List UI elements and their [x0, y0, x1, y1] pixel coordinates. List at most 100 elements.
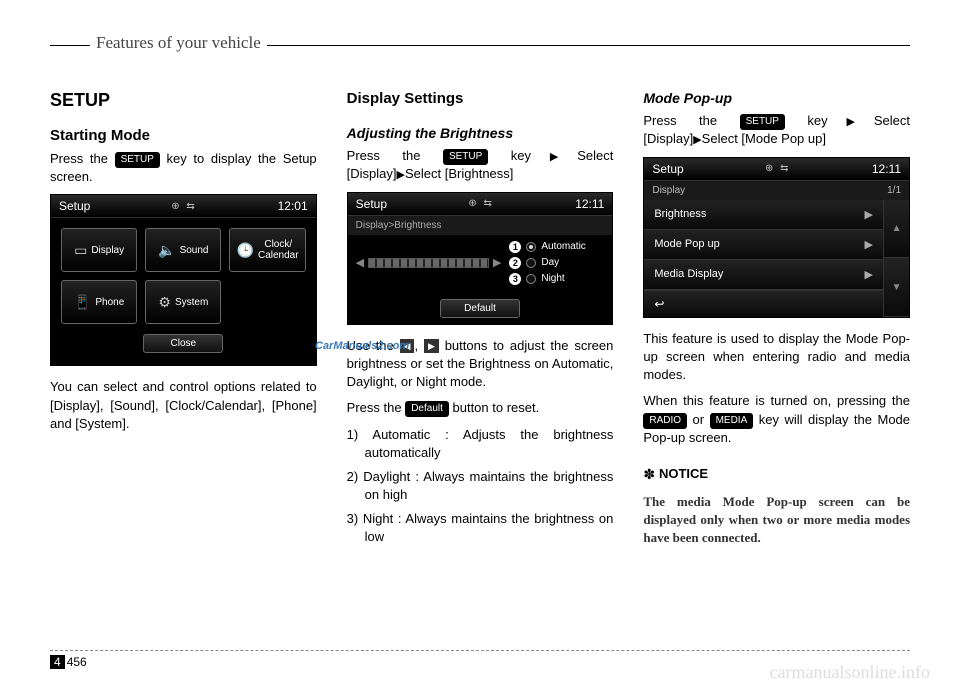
badge-3: 3 [509, 273, 521, 285]
scroll-up-icon[interactable]: ▲ [883, 200, 909, 259]
opt-label: Night [541, 273, 564, 284]
status-icons: ⊕ ⇆ [171, 201, 197, 212]
adjusting-brightness-heading: Adjusting the Brightness [347, 125, 614, 141]
item-label: Media Display [654, 268, 723, 280]
back-button[interactable]: ↩ [644, 290, 883, 317]
screen-titlebar: Setup ⊕ ⇆ 12:01 [51, 195, 316, 218]
list-item: 2) Daylight : Always maintains the brigh… [347, 468, 614, 504]
menu-item-mode-popup[interactable]: Mode Pop up ▶ [644, 230, 883, 260]
screen-titlebar: Setup ⊕ ⇆ 12:11 [348, 193, 613, 216]
radio-dot-icon [526, 258, 536, 268]
col2-p1: Press the SETUP key▶Select [Display]▶Sel… [347, 147, 614, 184]
brightness-list: 1) Automatic : Adjusts the brightness au… [347, 426, 614, 547]
text: Press the [347, 148, 443, 163]
display-icon: ▭ [74, 242, 87, 259]
status-icons: ⊕ ⇆ [468, 198, 494, 209]
screen-title: Setup [652, 162, 683, 176]
text: When this feature is turned on, pressing… [643, 393, 910, 408]
list-header-left: Display [652, 185, 685, 196]
scroll-down-icon[interactable]: ▼ [883, 258, 909, 317]
screen-titlebar: Setup ⊕ ⇆ 12:11 [644, 158, 909, 181]
list-header: Display 1/1 [644, 181, 909, 200]
tile-sound[interactable]: 🔈Sound [145, 228, 221, 272]
text: Select [Mode Pop up] [702, 131, 826, 146]
right-arrow-icon: ▶ [424, 339, 439, 354]
tile-display[interactable]: ▭ Display [61, 228, 137, 272]
menu-item-media-display[interactable]: Media Display ▶ [644, 260, 883, 290]
screen-body: ▭Display 🔈Sound 🕒Clock/ Calendar 📱Phone … [51, 218, 316, 365]
col3-p1: Press the SETUP key▶Select [Display]▶Sel… [643, 112, 910, 149]
screen-time: 12:11 [872, 162, 901, 176]
badge-1: 1 [509, 241, 521, 253]
sound-icon: 🔈 [158, 242, 175, 259]
arrow-icon: ▶ [828, 116, 874, 128]
menu-list: Brightness▶ Mode Pop up▶ Media Display▶ … [644, 200, 909, 317]
chevron-right-icon: ▶ [865, 208, 873, 221]
text: Press the [347, 400, 406, 415]
media-key: MEDIA [710, 413, 754, 429]
starting-mode-heading: Starting Mode [50, 127, 317, 144]
star-icon: ✽ [643, 466, 659, 482]
col2-p3: Press the Default button to reset. [347, 399, 614, 417]
text: Press the [643, 113, 739, 128]
text: Press the [50, 151, 115, 166]
chevron-right-icon: ▶ [865, 238, 873, 251]
col1-p1: Press the SETUP key to display the Setup… [50, 150, 317, 186]
brightness-panel: ◀ ▶ 1Automatic 2Day 3 Night [348, 235, 613, 295]
content-columns: SETUP Starting Mode Press the SETUP key … [50, 90, 910, 555]
screen-time: 12:01 [278, 199, 308, 213]
notice-heading: ✽ NOTICE [643, 465, 910, 485]
chapter-number: 4 [50, 655, 65, 669]
notice-label: NOTICE [659, 466, 708, 481]
list-header-right: 1/1 [887, 185, 901, 196]
display-menu-screenshot: Setup ⊕ ⇆ 12:11 Display 1/1 Brightness▶ … [643, 157, 910, 318]
tile-label: System [175, 297, 208, 308]
setup-key: SETUP [115, 152, 160, 168]
col1-p2: You can select and control options relat… [50, 378, 317, 433]
radio-key: RADIO [643, 413, 687, 429]
tile-phone[interactable]: 📱Phone [61, 280, 137, 324]
clock-icon: 🕒 [237, 242, 254, 259]
text: key [785, 113, 828, 128]
column-2: Display Settings Adjusting the Brightnes… [347, 90, 614, 555]
column-1: SETUP Starting Mode Press the SETUP key … [50, 90, 317, 555]
brightness-screenshot: Setup ⊕ ⇆ 12:11 Display>Brightness ◀ ▶ 1… [347, 192, 614, 325]
text: , [414, 338, 423, 353]
list-item: 1) Automatic : Adjusts the brightness au… [347, 426, 614, 462]
menu-item-brightness[interactable]: Brightness ▶ [644, 200, 883, 230]
item-label: Brightness [654, 208, 706, 220]
setup-heading: SETUP [50, 90, 317, 111]
screen-title: Setup [356, 197, 387, 211]
brightness-slider[interactable]: ◀ ▶ [356, 241, 502, 285]
display-settings-heading: Display Settings [347, 90, 614, 107]
option-day[interactable]: 2Day [509, 257, 604, 269]
watermark-small: CarManuals2.com [315, 340, 409, 352]
col3-p2: This feature is used to display the Mode… [643, 330, 910, 385]
item-label: Mode Pop up [654, 238, 719, 250]
phone-icon: 📱 [74, 294, 91, 311]
tile-grid: ▭Display 🔈Sound 🕒Clock/ Calendar 📱Phone … [61, 228, 306, 324]
mode-popup-heading: Mode Pop-up [643, 90, 910, 106]
arrow-icon: ▶ [693, 134, 701, 146]
arrow-icon: ▶ [397, 169, 405, 181]
list-item: 3) Night : Always maintains the brightne… [347, 510, 614, 546]
chevron-right-icon: ▶ [865, 268, 873, 281]
page-number: 456 [67, 655, 87, 669]
setup-main-screenshot: Setup ⊕ ⇆ 12:01 ▭ Display 🔈Sound 🕒Clock/ … [50, 194, 317, 366]
screen-time: 12:11 [575, 197, 604, 211]
screen-title: Setup [59, 199, 90, 213]
scroll-buttons: ▲ ▼ [883, 200, 909, 317]
default-key: Default [405, 401, 449, 417]
tile-clock[interactable]: 🕒Clock/ Calendar [229, 228, 305, 272]
status-icons: ⊕ ⇆ [765, 163, 791, 174]
option-automatic[interactable]: 1Automatic [509, 241, 604, 253]
setup-key: SETUP [443, 149, 488, 165]
text: or [687, 412, 710, 427]
default-button[interactable]: Default [440, 299, 520, 318]
text: key [488, 148, 531, 163]
close-button[interactable]: Close [143, 334, 223, 353]
tile-label: Display [91, 245, 124, 256]
tile-system[interactable]: ⚙System [145, 280, 221, 324]
option-night[interactable]: 3 Night [509, 273, 604, 285]
page-header: Features of your vehicle [90, 33, 267, 53]
